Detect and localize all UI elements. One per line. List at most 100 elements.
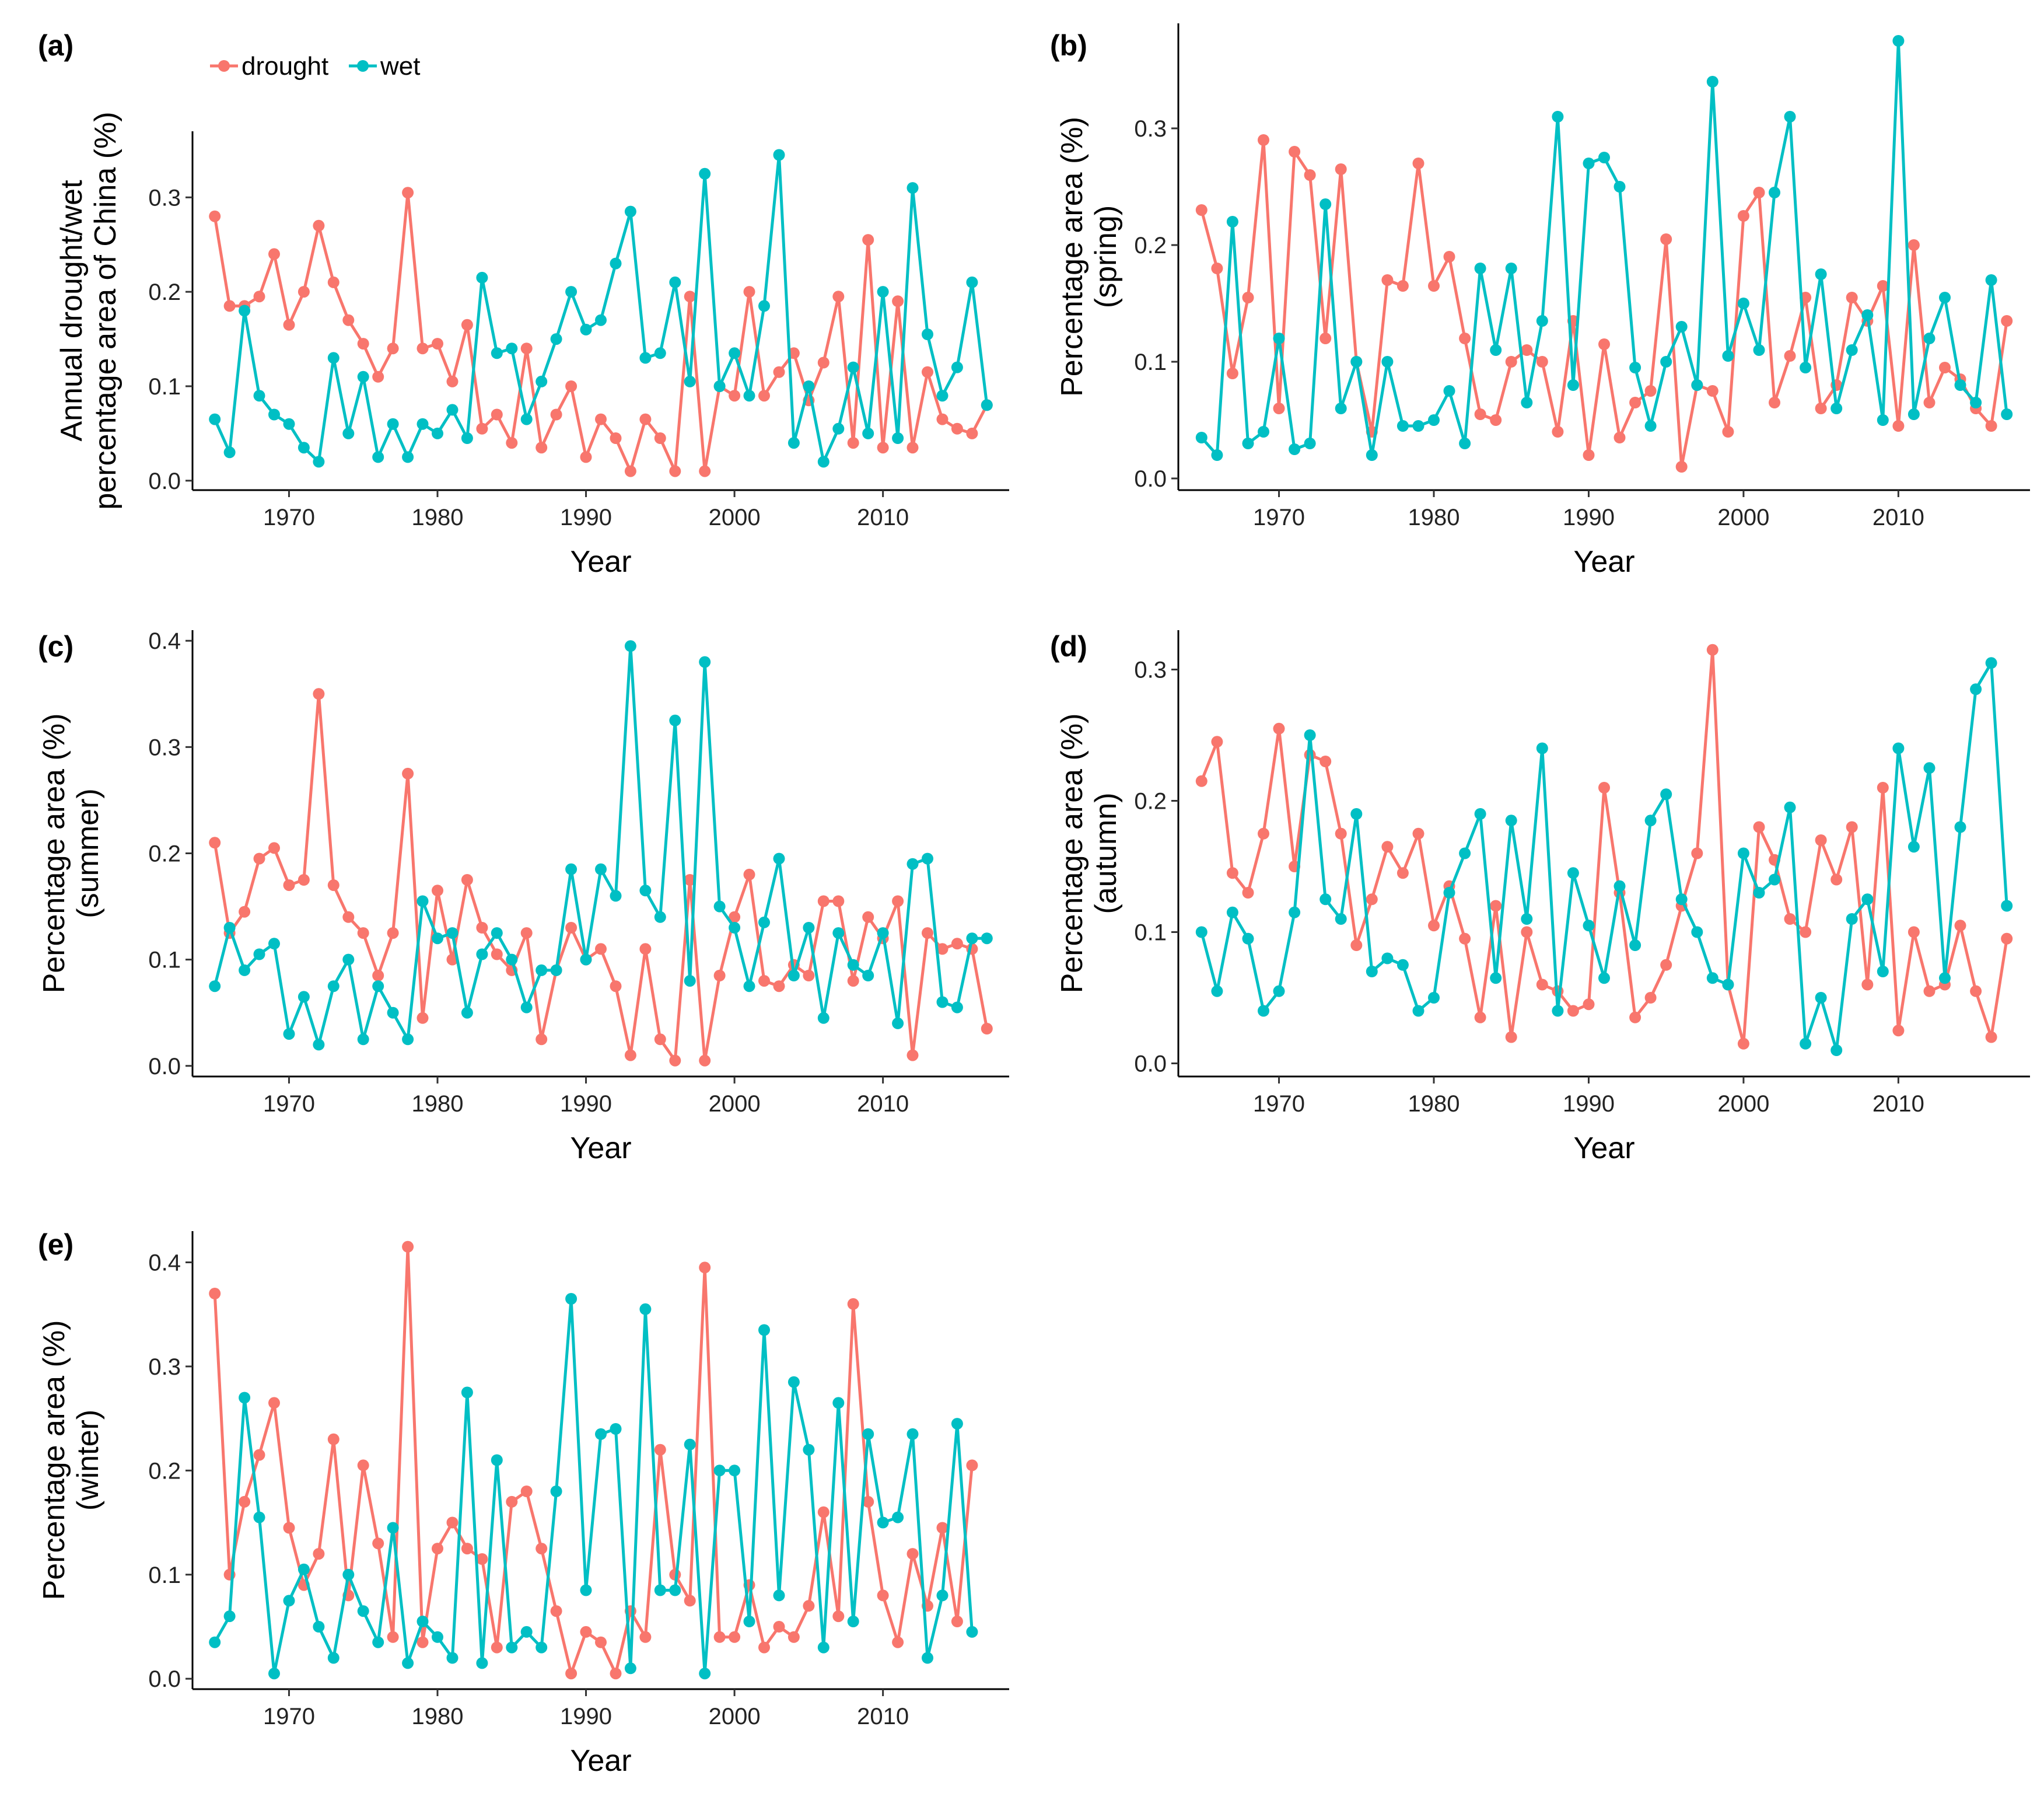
data-point-wet: [1505, 263, 1517, 274]
data-point-drought: [520, 342, 533, 355]
data-point-drought: [209, 837, 221, 849]
data-point-wet: [446, 404, 459, 416]
data-point-drought: [892, 295, 904, 307]
x-tick-label: 1990: [1563, 505, 1615, 530]
data-point-wet: [550, 964, 562, 976]
x-axis-title: Year: [570, 545, 631, 579]
data-point-wet: [1226, 216, 1238, 228]
data-point-wet: [1784, 801, 1796, 813]
panel-c: (c) 0.0 0.1 0.2 0.3 0.4 1970 1980 1990 2000 2010 Ye…: [37, 628, 1009, 1165]
data-point-wet: [981, 932, 993, 945]
data-point-drought: [788, 347, 800, 359]
data-point-wet: [253, 390, 265, 402]
data-point-wet: [966, 1626, 978, 1638]
data-point-drought: [520, 927, 533, 939]
data-point-drought: [313, 1548, 325, 1560]
data-point-drought: [1459, 932, 1471, 945]
data-point-wet: [936, 1589, 949, 1602]
data-point-wet: [1273, 985, 1285, 997]
data-point-drought: [313, 688, 325, 700]
y-axis-title: Percentage area (%)(summer): [37, 714, 105, 994]
data-point-wet: [432, 1631, 443, 1643]
data-point-wet: [416, 418, 429, 430]
data-point-drought: [372, 970, 384, 981]
data-point-drought: [283, 319, 295, 331]
data-point-wet: [654, 1584, 666, 1596]
data-point-drought: [669, 465, 681, 477]
data-point-drought: [1660, 233, 1672, 245]
x-tick-label: 1970: [1253, 1091, 1305, 1117]
y-tick-label: 0.3: [148, 735, 181, 760]
data-point-drought: [1258, 134, 1269, 146]
data-point-wet: [550, 1486, 562, 1497]
data-point-wet: [357, 1605, 369, 1617]
data-point-wet: [536, 375, 548, 387]
data-point-drought: [832, 291, 845, 303]
data-point-drought: [1567, 1005, 1579, 1017]
data-point-wet: [936, 390, 949, 402]
legend-drought-marker: [218, 60, 230, 72]
data-point-wet: [1954, 379, 1966, 391]
data-point-wet: [1335, 403, 1347, 414]
data-point-drought: [432, 338, 443, 350]
data-point-wet: [817, 1641, 830, 1654]
y-tick-label: 0.1: [148, 1563, 181, 1588]
x-tick-label: 2000: [709, 1091, 761, 1117]
data-point-drought: [610, 432, 622, 444]
data-point-drought: [862, 1495, 874, 1508]
y-tick-label: 0.0: [1134, 1051, 1167, 1077]
x-tick-label: 1990: [560, 1704, 612, 1729]
data-point-drought: [817, 895, 830, 907]
x-tick-label: 1990: [560, 1091, 612, 1117]
data-point-drought: [372, 371, 384, 383]
data-point-drought: [476, 1553, 488, 1565]
data-point-drought: [461, 1543, 473, 1555]
data-point-wet: [1211, 985, 1223, 997]
legend-drought-label: drought: [242, 52, 328, 81]
series-line-wet: [1200, 39, 2008, 457]
y-axis-title-line: Percentage area (%): [1055, 714, 1089, 994]
data-point-drought: [1320, 333, 1332, 344]
data-point-wet: [1660, 356, 1672, 368]
data-point-wet: [327, 980, 340, 992]
y-axis-title-line: (summer): [71, 788, 105, 918]
data-point-wet: [372, 1636, 384, 1648]
data-point-drought: [1505, 1031, 1517, 1043]
panel-letter: (e): [38, 1228, 74, 1261]
data-point-wet: [1614, 880, 1626, 892]
data-point-wet: [1443, 887, 1455, 899]
data-point-wet: [610, 257, 622, 270]
data-point-wet: [907, 858, 919, 870]
data-point-wet: [788, 437, 800, 449]
data-point-drought: [402, 187, 414, 199]
x-tick-label: 2010: [857, 505, 909, 530]
data-point-wet: [817, 456, 830, 468]
data-point-drought: [832, 895, 845, 907]
data-point-drought: [1846, 821, 1858, 833]
data-point-drought: [1381, 274, 1394, 286]
data-point-drought: [283, 879, 295, 892]
panel-letter: (c): [38, 630, 74, 663]
x-tick-label: 2010: [1873, 505, 1924, 530]
data-point-drought: [1459, 333, 1471, 344]
data-point-wet: [922, 852, 933, 865]
data-point-drought: [951, 938, 963, 950]
data-point-wet: [313, 1621, 325, 1633]
data-point-drought: [387, 927, 399, 939]
y-tick-label: 0.2: [1134, 789, 1167, 815]
x-tick-label: 1970: [1253, 505, 1305, 530]
data-point-drought: [684, 874, 696, 886]
data-point-wet: [1706, 972, 1718, 984]
data-point-drought: [357, 1459, 369, 1472]
data-point-wet: [446, 927, 459, 939]
data-point-wet: [669, 1584, 681, 1596]
data-point-wet: [922, 1652, 933, 1664]
data-point-drought: [877, 1589, 889, 1602]
data-point-wet: [654, 911, 666, 923]
data-point-drought: [536, 1033, 548, 1046]
data-point-wet: [1474, 263, 1486, 274]
data-point-drought: [1784, 350, 1796, 362]
data-point-drought: [758, 975, 770, 987]
data-point-wet: [1226, 906, 1238, 918]
y-tick-label: 0.0: [1134, 466, 1167, 492]
